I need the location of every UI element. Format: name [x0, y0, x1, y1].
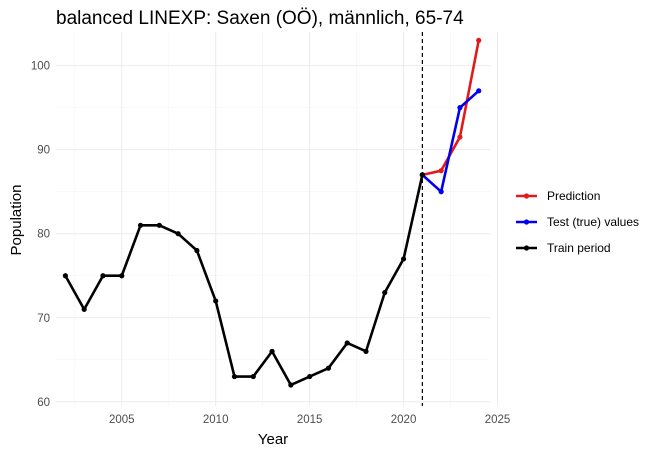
series-train-period: [62, 172, 425, 388]
x-tick-label: 2005: [109, 414, 135, 426]
data-point-train-period: [137, 222, 144, 228]
data-point-train-period: [81, 306, 87, 312]
legend-key-point: [523, 245, 530, 251]
y-tick-label: 80: [37, 229, 50, 241]
x-axis-title: Year: [258, 431, 288, 448]
data-point-train-period: [250, 373, 256, 380]
legend: Prediction Test (true) values Train period: [516, 189, 639, 255]
data-point-train-period: [363, 348, 369, 354]
x-tick-label: 2010: [203, 414, 229, 426]
data-point-train-period: [269, 348, 275, 354]
data-point-train-period: [344, 340, 350, 346]
data-point-train-period: [231, 373, 238, 380]
y-tick-label: 70: [37, 313, 50, 325]
data-point-train-period: [175, 231, 181, 237]
data-point-train-period: [382, 289, 388, 296]
legend-key-point: [523, 193, 530, 199]
series-layer: [62, 37, 482, 388]
legend-item-test-true-values: Test (true) values: [516, 215, 639, 229]
data-point-prediction: [457, 134, 463, 140]
chart-title: balanced LINEXP: Saxen (OÖ), männlich, 6…: [56, 8, 464, 29]
data-point-train-period: [194, 247, 200, 254]
legend-label: Train period: [547, 241, 611, 255]
legend-label: Test (true) values: [547, 215, 639, 229]
x-tick-label: 2020: [391, 414, 417, 426]
data-point-test-true-values: [438, 189, 444, 195]
legend-item-train-period: Train period: [516, 241, 611, 255]
data-point-train-period: [213, 298, 219, 304]
data-point-prediction: [438, 168, 444, 174]
data-point-test-true-values: [457, 105, 463, 111]
legend-label: Prediction: [547, 189, 600, 203]
data-point-test-true-values: [476, 88, 482, 94]
data-point-prediction: [476, 37, 482, 44]
grid: [56, 32, 499, 406]
data-point-train-period: [419, 172, 425, 178]
data-point-train-period: [325, 365, 332, 371]
legend-item-prediction: Prediction: [516, 189, 600, 203]
legend-key-point: [523, 219, 530, 225]
x-tick-label: 2015: [297, 414, 323, 426]
data-point-train-period: [156, 222, 162, 228]
data-point-train-period: [100, 273, 106, 279]
series-line-train-period: [64, 174, 424, 387]
y-tick-label: 100: [31, 61, 50, 73]
x-tick-label: 2025: [485, 414, 511, 426]
y-tick-label: 60: [37, 397, 50, 409]
series-line-test-true-values: [421, 89, 480, 193]
data-point-train-period: [119, 273, 125, 279]
y-tick-label: 90: [37, 145, 50, 157]
data-point-train-period: [62, 273, 68, 279]
y-axis-title: Population: [8, 185, 25, 256]
data-point-train-period: [288, 382, 294, 388]
data-point-train-period: [307, 373, 313, 380]
tick-labels: 2005 2010 2015 2020 2025 60 70 80 90 100: [31, 61, 510, 426]
data-point-train-period: [400, 256, 407, 262]
